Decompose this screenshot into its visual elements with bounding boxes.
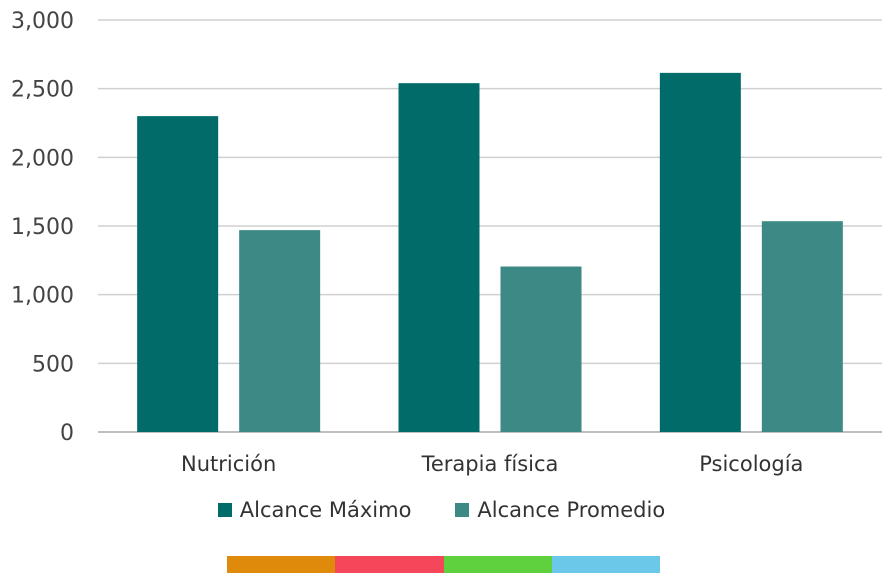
- color-bar-segment-1: [227, 556, 336, 573]
- y-tick-label: 1,500: [11, 215, 74, 240]
- bars: [137, 72, 843, 432]
- x-category-label: Nutrición: [181, 452, 276, 476]
- y-tick-label: 2,000: [11, 146, 74, 171]
- y-tick-label: 500: [32, 352, 74, 377]
- decorative-color-bar: [227, 556, 660, 573]
- legend-label-series-2: Alcance Promedio: [477, 498, 666, 522]
- x-category-label: Psicología: [699, 452, 803, 476]
- y-tick-label: 1,000: [11, 284, 74, 309]
- x-category-label: Terapia física: [421, 452, 559, 476]
- bar-series-1: [398, 83, 480, 432]
- bar-series-1: [659, 72, 741, 432]
- bar-series-2: [239, 230, 321, 432]
- bar-series-2: [761, 221, 843, 432]
- legend-item-series-1: Alcance Máximo: [217, 498, 412, 522]
- y-tick-label: 3,000: [11, 9, 74, 34]
- x-axis-categories: Nutrición Terapia física Psicología: [181, 452, 803, 476]
- legend-swatch-series-2: [455, 503, 470, 517]
- bar-chart: 0 500 1,000 1,500 2,000 2,500 3,000 Nutrición T…: [11, 9, 882, 476]
- bar-series-1: [137, 116, 219, 432]
- y-tick-label: 0: [60, 421, 74, 446]
- color-bar-segment-3: [443, 556, 552, 573]
- gridlines: [98, 19, 882, 433]
- legend-label-series-1: Alcance Máximo: [239, 498, 412, 522]
- legend: Alcance Máximo Alcance Promedio: [0, 498, 883, 522]
- legend-item-series-2: Alcance Promedio: [455, 498, 665, 522]
- y-axis-ticks: 0 500 1,000 1,500 2,000 2,500 3,000: [11, 9, 74, 446]
- bar-series-2: [500, 266, 582, 432]
- y-tick-label: 2,500: [11, 78, 74, 103]
- legend-swatch-series-1: [217, 503, 232, 517]
- color-bar-segment-4: [551, 556, 660, 573]
- color-bar-segment-2: [335, 556, 444, 573]
